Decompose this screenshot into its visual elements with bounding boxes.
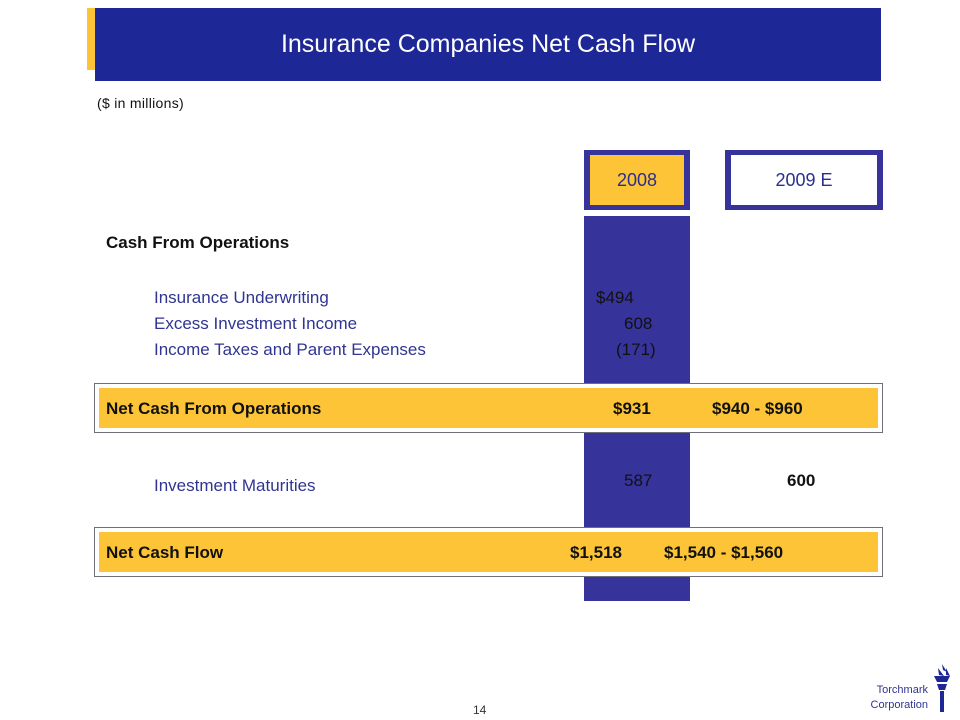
torch-icon	[930, 662, 954, 714]
net-flow-2008: $1,518	[570, 543, 622, 562]
row-label-taxes: Income Taxes and Parent Expenses	[154, 340, 426, 359]
net-ops-bar	[99, 388, 878, 428]
row-label-maturities: Investment Maturities	[154, 476, 316, 495]
value-investment-income-2008: 608	[624, 314, 653, 333]
net-flow-label: Net Cash Flow	[106, 543, 224, 562]
value-underwriting-2008: $494	[596, 288, 634, 307]
net-flow-2009e: $1,540 - $1,560	[664, 543, 784, 562]
net-ops-2008: $931	[613, 399, 651, 418]
row-label-investment-income: Excess Investment Income	[154, 314, 358, 333]
title-banner	[95, 8, 881, 81]
net-ops-label: Net Cash From Operations	[106, 399, 322, 418]
header-2008: 2008	[590, 155, 684, 205]
value-maturities-2008: 587	[624, 471, 653, 490]
net-flow-bar	[99, 532, 878, 572]
company-name-line2: Corporation	[870, 699, 928, 711]
net-ops-2009e: $940 - $960	[712, 399, 803, 418]
units-note: ($ in millions)	[97, 95, 184, 111]
header-2009e: 2009 E	[731, 155, 877, 205]
page-number: 14	[473, 703, 487, 717]
company-name-line1: Torchmark	[876, 684, 928, 696]
value-maturities-2009e: 600	[787, 471, 816, 490]
section-heading: Cash From Operations	[106, 233, 290, 252]
slide-title: Insurance Companies Net Cash Flow	[280, 30, 696, 58]
row-label-underwriting: Insurance Underwriting	[154, 288, 329, 307]
value-taxes-2008: (171)	[616, 340, 656, 359]
company-name: Torchmark Corporation	[858, 683, 928, 713]
